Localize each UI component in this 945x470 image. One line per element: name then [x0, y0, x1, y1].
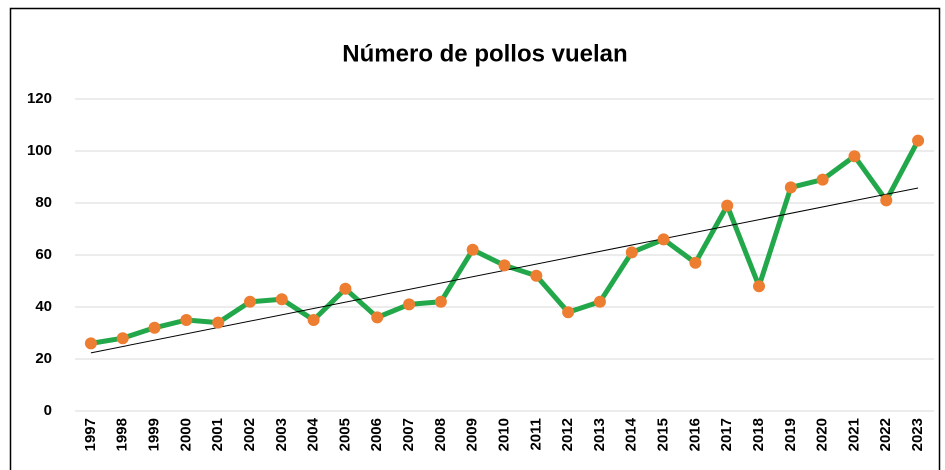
x-tick-label: 1998: [114, 418, 131, 451]
data-point: [116, 332, 129, 345]
x-tick-label: 2018: [750, 418, 767, 451]
data-point: [498, 259, 511, 272]
x-tick-label: 2006: [368, 418, 385, 451]
x-tick-label: 2020: [814, 418, 831, 451]
x-tick-label: 2023: [909, 418, 926, 451]
data-point: [243, 295, 256, 308]
data-point: [816, 173, 829, 186]
data-point: [148, 321, 161, 334]
y-tick-label: 100: [27, 142, 52, 159]
chart-title: Número de pollos vuelan: [342, 40, 627, 67]
y-tick-label: 20: [35, 350, 52, 367]
x-tick-label: 2021: [845, 418, 862, 451]
data-point: [371, 311, 384, 324]
x-tick-label: 2015: [655, 418, 672, 451]
x-tick-label: 2014: [623, 417, 640, 451]
data-point: [689, 256, 702, 269]
x-tick-label: 2022: [877, 418, 894, 451]
data-point: [753, 280, 766, 293]
y-tick-label: 0: [44, 402, 52, 419]
x-tick-label: 2007: [400, 418, 417, 451]
data-point: [784, 181, 797, 194]
y-tick-label: 120: [27, 90, 52, 107]
x-tick-label: 2003: [273, 418, 290, 451]
data-point: [562, 306, 575, 319]
data-point: [848, 150, 861, 163]
x-tick-label: 2012: [559, 418, 576, 451]
x-tick-label: 2002: [241, 418, 258, 451]
data-point: [593, 295, 606, 308]
x-tick-label: 1997: [82, 418, 99, 451]
y-tick-label: 60: [35, 246, 52, 263]
data-point: [275, 293, 288, 306]
data-point: [403, 298, 416, 311]
data-point: [434, 295, 447, 308]
chart-border: [9, 7, 941, 470]
data-point: [530, 269, 543, 282]
data-point: [721, 199, 734, 212]
x-tick-label: 2011: [527, 418, 544, 451]
x-tick-label: 2016: [686, 418, 703, 451]
data-point: [912, 134, 925, 147]
data-point: [84, 337, 97, 350]
x-tick-label: 2019: [782, 418, 799, 451]
x-tick-label: 2004: [305, 417, 322, 451]
x-tick-label: 2008: [432, 418, 449, 451]
x-tick-label: 2000: [177, 418, 194, 451]
data-point: [657, 233, 670, 246]
data-point: [339, 282, 352, 295]
y-tick-label: 80: [35, 194, 52, 211]
data-point: [307, 314, 320, 326]
y-tick-label: 40: [35, 298, 52, 315]
data-point: [466, 243, 479, 256]
data-point: [880, 194, 893, 207]
x-tick-label: 1999: [146, 418, 163, 451]
x-tick-label: 2017: [718, 418, 735, 451]
x-tick-label: 2013: [591, 418, 608, 451]
data-point: [625, 246, 638, 259]
data-point: [212, 316, 225, 329]
x-tick-label: 2010: [495, 418, 512, 451]
x-tick-label: 2005: [336, 418, 353, 451]
x-tick-label: 2001: [209, 418, 226, 451]
x-tick-label: 2009: [464, 418, 481, 451]
data-point: [180, 314, 193, 326]
